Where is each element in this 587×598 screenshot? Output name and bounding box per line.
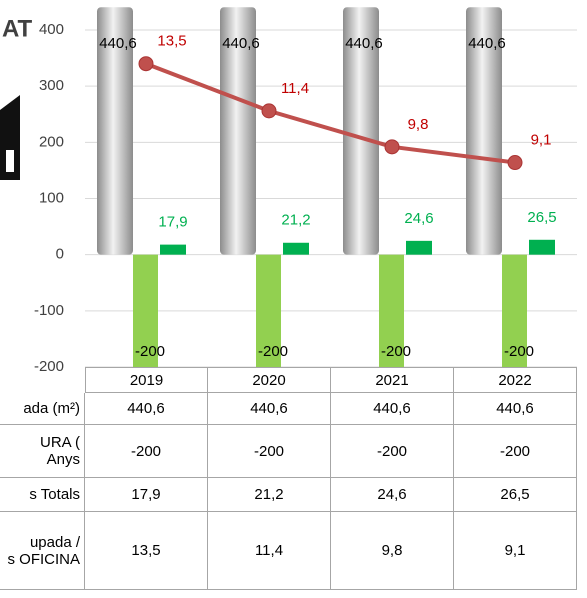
table-header: 2019: [85, 367, 208, 393]
data-label: 26,5: [527, 209, 556, 226]
cylinder-bar: [466, 7, 502, 255]
table-cell: 24,6: [331, 478, 454, 512]
table-cell: -200: [454, 425, 577, 478]
table-cell: 11,4: [208, 512, 331, 590]
table-cell: 440,6: [331, 393, 454, 425]
data-label: 21,2: [281, 212, 310, 229]
table-cell: 21,2: [208, 478, 331, 512]
y-tick-label: 300: [39, 77, 64, 94]
y-tick-label: 0: [56, 246, 64, 263]
line-point: [507, 155, 523, 171]
cylinder-bar: [220, 7, 256, 255]
table-cell: 9,1: [454, 512, 577, 590]
table-cell: -200: [331, 425, 454, 478]
data-label: 24,6: [404, 210, 433, 227]
bar: [529, 239, 555, 255]
row-label: upada / s OFICINA: [0, 512, 85, 590]
data-label: 13,5: [157, 33, 186, 50]
data-label: -200: [135, 343, 165, 360]
table-cell: 440,6: [454, 393, 577, 425]
chart-title: AT: [2, 15, 33, 42]
data-label: 9,1: [531, 132, 552, 149]
data-label: 440,6: [468, 35, 506, 52]
table-cell: 13,5: [85, 512, 208, 590]
bar: [256, 254, 281, 367]
data-label: -200: [258, 343, 288, 360]
y-tick-label: 200: [39, 133, 64, 150]
bar: [502, 254, 527, 367]
house-icon: [0, 95, 20, 180]
line-point: [384, 139, 400, 155]
line-point: [261, 103, 277, 119]
cylinder-bar: [343, 7, 379, 255]
table-header: 2020: [208, 367, 331, 393]
labels: 400 300 200 100 0 -100 -200 440,6 440,6 440,6 440,…: [34, 21, 557, 375]
data-label: 440,6: [99, 35, 137, 52]
data-label: 11,4: [281, 80, 309, 97]
table-header: 2022: [454, 367, 577, 393]
y-tick-label: -200: [34, 358, 64, 375]
y-tick-label: 400: [39, 21, 64, 38]
table-cell: 26,5: [454, 478, 577, 512]
data-label: 9,8: [408, 116, 429, 133]
bar: [160, 244, 186, 255]
data-label: 17,9: [158, 214, 187, 231]
data-label: -200: [381, 343, 411, 360]
plot: [97, 7, 555, 367]
table-cell: 440,6: [208, 393, 331, 425]
row-label: s Totals: [0, 478, 85, 512]
line-point: [138, 56, 154, 72]
data-label: 440,6: [222, 35, 260, 52]
bar: [379, 254, 404, 367]
table-cell: 9,8: [331, 512, 454, 590]
row-label: URA ( Anys: [0, 425, 85, 478]
y-tick-label: -100: [34, 302, 64, 319]
bar: [283, 242, 309, 255]
table-cell: -200: [85, 425, 208, 478]
data-label: 440,6: [345, 35, 383, 52]
table-cell: 440,6: [85, 393, 208, 425]
table-header: 2021: [331, 367, 454, 393]
table-cell: -200: [208, 425, 331, 478]
row-label: ada (m²): [0, 393, 85, 425]
bar: [133, 254, 158, 367]
bar: [406, 240, 432, 255]
line: [145, 61, 516, 165]
y-tick-label: 100: [39, 189, 64, 206]
data-label: -200: [504, 343, 534, 360]
cylinder-bar: [97, 7, 133, 255]
table-cell: 17,9: [85, 478, 208, 512]
